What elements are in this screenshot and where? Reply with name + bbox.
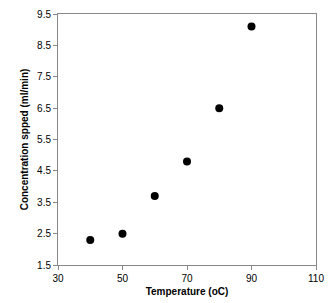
svg-text:6.5: 6.5 — [37, 103, 51, 114]
svg-text:30: 30 — [52, 273, 64, 284]
svg-text:Temperature (oC): Temperature (oC) — [146, 286, 229, 297]
svg-text:2.5: 2.5 — [37, 228, 51, 239]
svg-text:4.5: 4.5 — [37, 165, 51, 176]
svg-text:9.5: 9.5 — [37, 9, 51, 20]
svg-text:8.5: 8.5 — [37, 40, 51, 51]
svg-text:Concentration spped (ml/min): Concentration spped (ml/min) — [19, 69, 30, 211]
svg-text:3.5: 3.5 — [37, 197, 51, 208]
svg-text:5.5: 5.5 — [37, 134, 51, 145]
svg-text:50: 50 — [117, 273, 129, 284]
svg-text:7.5: 7.5 — [37, 71, 51, 82]
svg-text:70: 70 — [181, 273, 193, 284]
svg-text:1.5: 1.5 — [37, 260, 51, 271]
svg-text:90: 90 — [246, 273, 258, 284]
svg-text:110: 110 — [308, 273, 324, 284]
